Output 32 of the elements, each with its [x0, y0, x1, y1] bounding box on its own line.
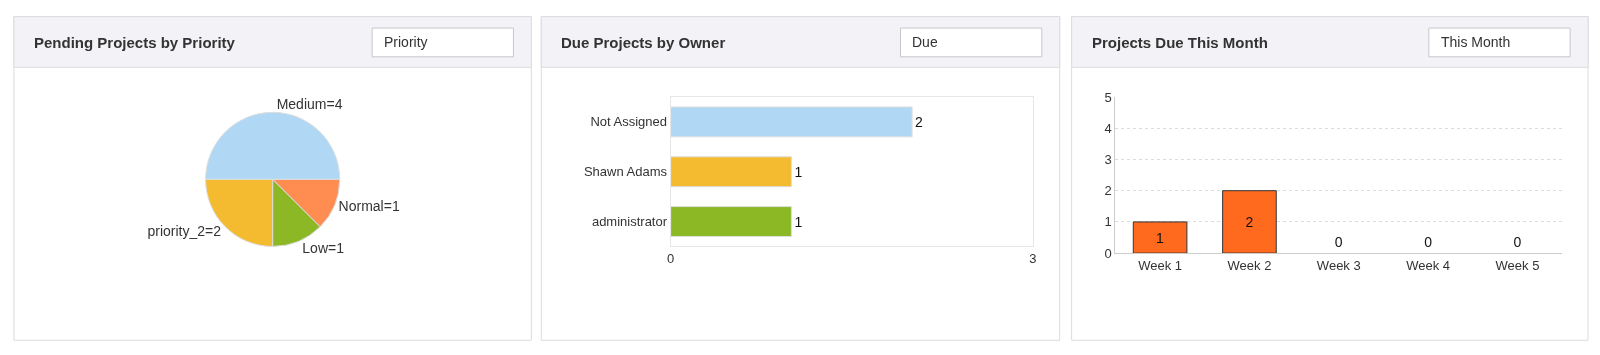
data-label: 0 — [1424, 234, 1433, 251]
y-tick-label: Not Assigned — [590, 114, 668, 130]
data-label: 0 — [1513, 234, 1522, 251]
y-tick-label: administrator — [591, 214, 668, 230]
y-tick-label: 2 — [1104, 183, 1112, 199]
data-label: 2 — [915, 113, 924, 130]
y-tick-label: 5 — [1104, 89, 1112, 105]
chart-title: Due Projects by Owner — [561, 34, 726, 51]
data-label: 1 — [1156, 229, 1165, 246]
text: This Month — [1441, 34, 1511, 50]
x-tick-label: Week 4 — [1406, 257, 1451, 273]
data-label: 0 — [1334, 234, 1343, 251]
y-tick-label: 1 — [1104, 214, 1112, 230]
data-label: 1 — [794, 163, 803, 180]
y-tick-label: Shawn Adams — [583, 164, 668, 180]
chart-title: Projects Due This Month — [1092, 34, 1268, 51]
chart-title: Pending Projects by Priority — [34, 34, 236, 51]
data-label: 2 — [1245, 213, 1254, 230]
slice-label: Medium=4 — [276, 96, 343, 113]
text: Due — [912, 34, 938, 50]
x-tick-label: Week 3 — [1316, 257, 1361, 273]
x-tick-label: Week 1 — [1138, 257, 1183, 273]
slice-label: priority_2=2 — [147, 222, 222, 239]
y-tick-label: 3 — [1104, 152, 1112, 168]
x-tick-label: Week 5 — [1495, 257, 1540, 273]
x-tick-label: Week 2 — [1227, 257, 1272, 273]
x-tick-label: 3 — [1029, 251, 1037, 267]
slice-label: Low=1 — [302, 240, 345, 257]
slice-label: Normal=1 — [338, 198, 400, 215]
text: Priority — [384, 34, 428, 50]
data-label: 1 — [794, 213, 803, 230]
y-tick-label: 4 — [1104, 120, 1112, 136]
